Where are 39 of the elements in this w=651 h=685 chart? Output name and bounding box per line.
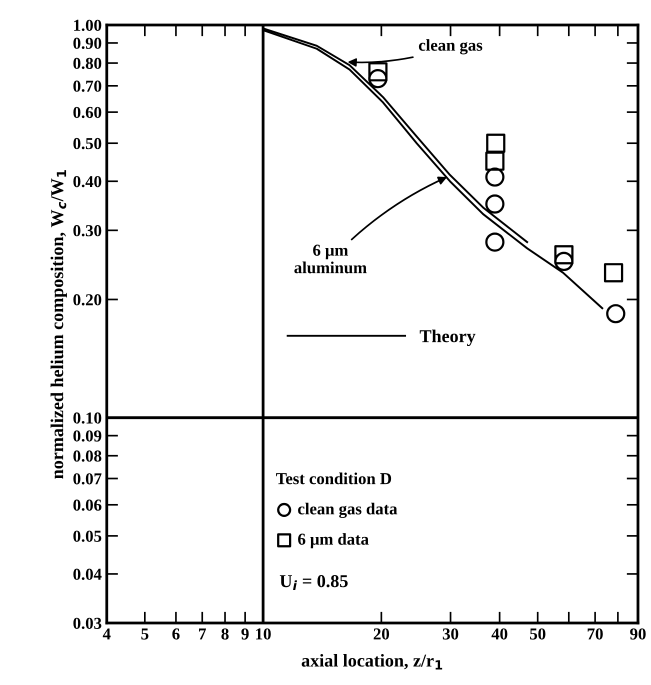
x-tick-label: 4 [102,628,111,640]
x-tick-label: 6 [172,628,180,640]
y-tick-label: 0.03 [73,618,102,630]
x-tick-label: 8 [221,628,229,640]
y-tick-label: 0.08 [73,450,102,462]
x-tick-label: 70 [588,628,603,640]
x-tick-label: 30 [442,628,458,640]
y-tick-label: 0.20 [73,294,102,306]
y-axis-title: normalized helium composition, W$_{c}$/W$_{1}$ [50,170,67,479]
y-tick-label: 0.50 [73,138,102,150]
x-tick-label: 50 [530,628,546,640]
legend-label: clean gas data [298,502,398,518]
y-tick-label: 1.00 [74,20,102,32]
x-tick-label: 7 [199,628,206,640]
y-tick-label: 0.10 [73,412,102,424]
x-axis-title: axial location, z/r$_{1}$ [302,654,442,670]
y-tick-label: 0.07 [73,473,102,485]
y-tick-label: 0.06 [73,500,102,511]
x-tick-label: 5 [141,628,148,640]
y-tick-label: 0.30 [73,225,102,236]
x-tick-label: 40 [492,628,508,640]
x-tick-label: 10 [256,628,271,640]
y-tick-label: 0.05 [73,530,102,542]
annotation: Theory [420,330,476,346]
x-tick-label: 9 [241,628,249,640]
legend-label: 6 μm data [298,533,369,548]
y-tick-label: 0.70 [73,80,102,92]
y-tick-label: 0.90 [73,38,102,49]
annotation: clean gas [418,39,482,54]
annotation: 6 μm aluminum [294,244,367,274]
y-tick-label: 0.04 [73,568,102,580]
x-tick-label: 20 [374,628,390,640]
x-tick-label: 90 [630,628,646,640]
y-tick-label: 0.09 [73,430,102,442]
y-tick-label: 0.60 [73,106,102,118]
legend-title: Test condition D [276,472,392,484]
y-tick-label: 0.80 [73,58,102,70]
y-tick-label: 0.40 [73,176,102,188]
annotation: U$_{i}$ = 0.85 [280,575,348,590]
